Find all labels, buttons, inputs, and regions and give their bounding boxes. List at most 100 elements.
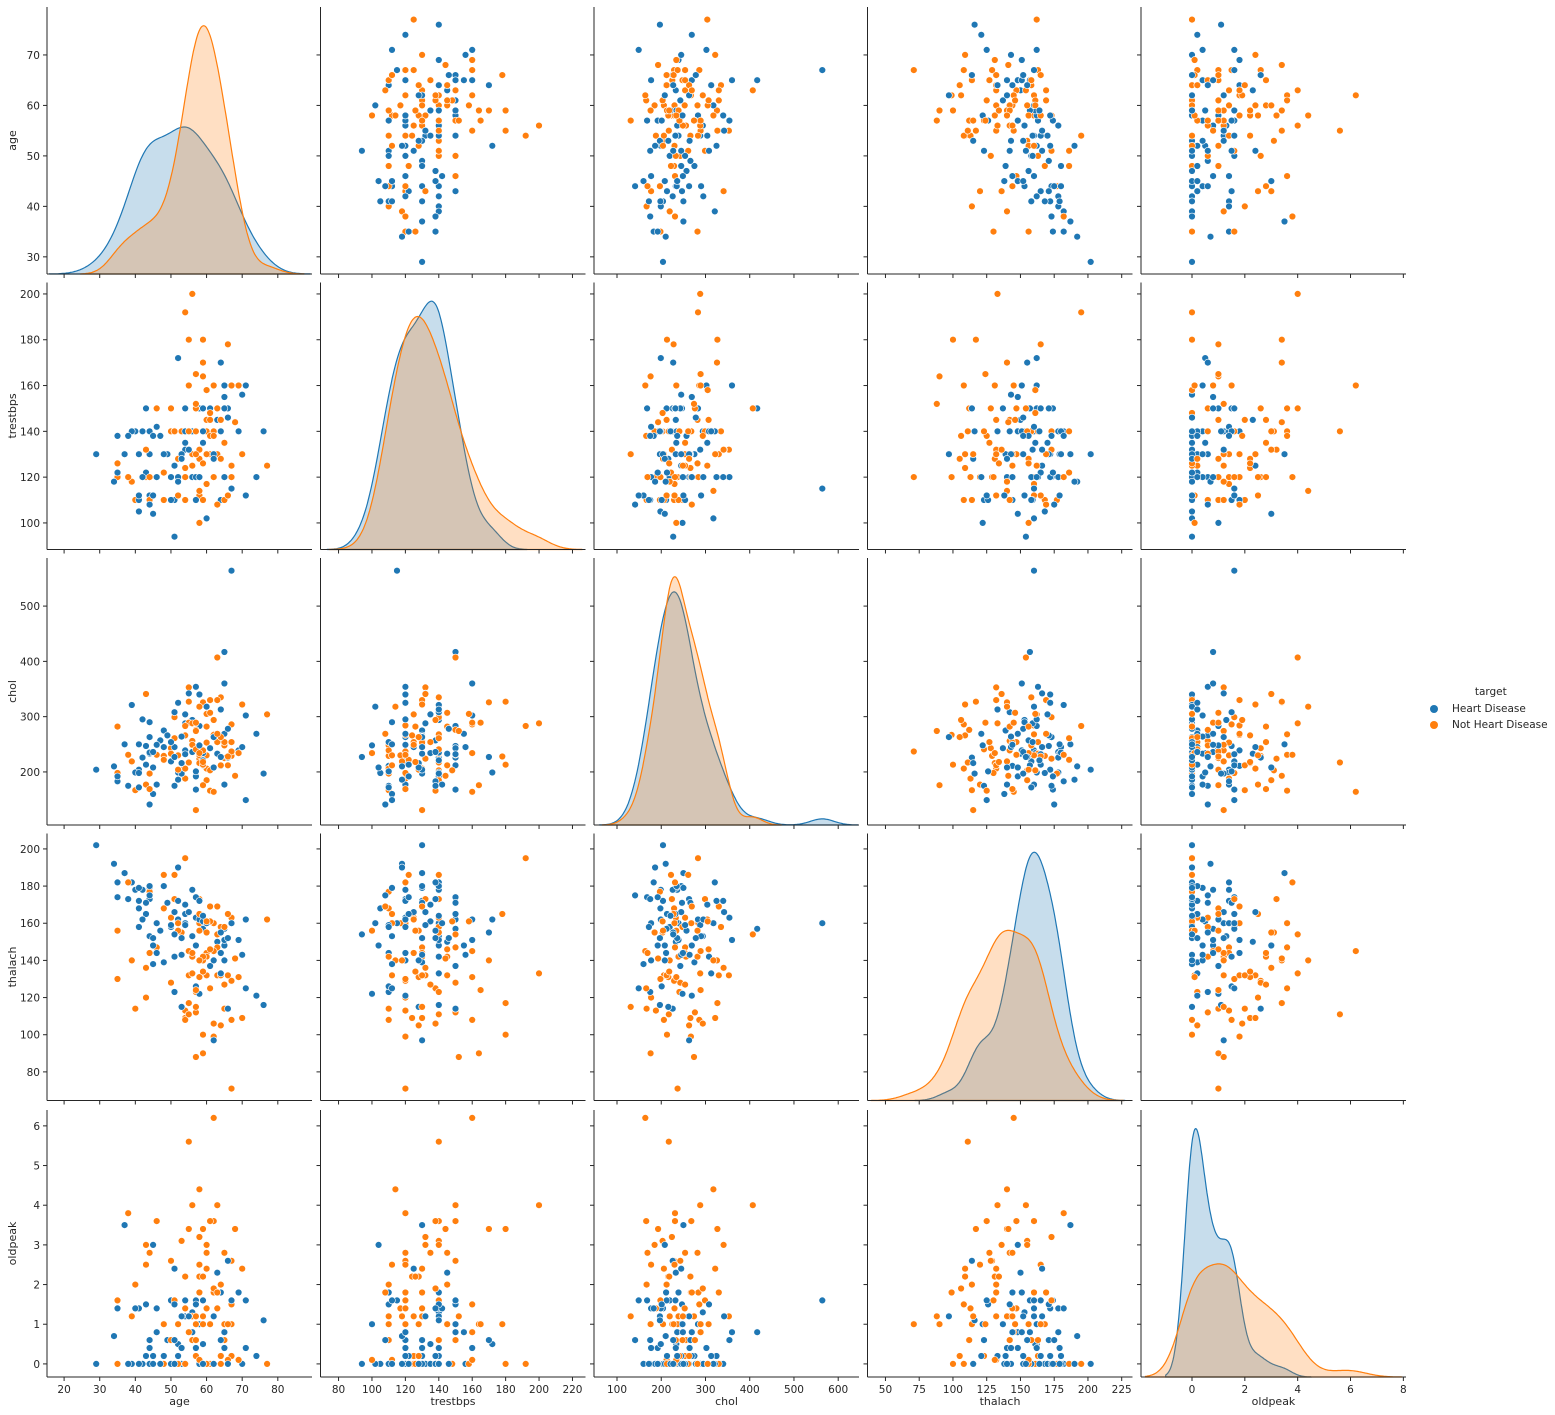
scatter-point: [142, 993, 150, 1002]
scatter-point: [670, 1260, 679, 1269]
scatter-point: [385, 152, 393, 160]
scatter-point: [1188, 478, 1196, 486]
scatter-point: [410, 66, 418, 74]
scatter-point: [1230, 796, 1239, 804]
scatter-point: [149, 748, 157, 756]
scatter-point: [687, 1217, 695, 1225]
scatter-point: [679, 473, 687, 481]
scatter-point: [110, 478, 118, 486]
scatter-point: [1209, 730, 1217, 738]
scatter-point: [711, 878, 719, 887]
scatter-point: [210, 1312, 218, 1321]
scatter-point: [1251, 450, 1260, 458]
scatter-point: [645, 197, 653, 206]
scatter-point: [401, 1344, 410, 1352]
scatter-point: [431, 1304, 440, 1313]
scatter-point: [972, 126, 980, 135]
scatter-point: [665, 1010, 673, 1018]
scatter-point: [646, 1049, 655, 1058]
scatter-point: [398, 863, 406, 872]
scatter-point: [685, 1021, 693, 1030]
scatter-point: [455, 116, 463, 125]
scatter-point: [1003, 478, 1011, 486]
scatter-point: [1204, 899, 1212, 907]
scatter-point: [669, 358, 677, 367]
scatter-point: [393, 66, 401, 74]
scatter-point: [688, 941, 696, 950]
scatter-point: [385, 132, 393, 140]
scatter-point: [1278, 772, 1286, 780]
scatter-point: [431, 878, 440, 887]
x-tick-label: 6: [1347, 1384, 1354, 1396]
scatter-point: [1066, 450, 1075, 458]
scatter-point: [712, 142, 721, 150]
scatter-point: [910, 747, 918, 756]
scatter-point: [646, 372, 655, 381]
x-tick-label: 200: [651, 1384, 671, 1396]
scatter-point: [645, 923, 653, 931]
x-axis-label: thalach: [980, 1395, 1021, 1408]
scatter-point: [468, 936, 476, 944]
scatter-point: [669, 147, 677, 155]
scatter-point: [753, 76, 761, 84]
scatter-point: [991, 749, 999, 757]
panel-age-vs-thalach: [863, 7, 1133, 278]
scatter-point: [1206, 233, 1215, 241]
scatter-point: [213, 1288, 222, 1297]
scatter-point: [468, 1328, 476, 1336]
scatter-point: [949, 1360, 957, 1368]
scatter-point: [1204, 427, 1212, 435]
scatter-point: [970, 769, 979, 778]
scatter-point: [1209, 886, 1217, 894]
scatter-point: [685, 137, 694, 145]
scatter-point: [224, 971, 232, 979]
scatter-point: [1267, 763, 1276, 772]
scatter-point: [145, 891, 154, 900]
scatter-point: [1227, 187, 1236, 195]
scatter-point: [631, 500, 639, 509]
scatter-point: [969, 450, 977, 458]
scatter-point: [1041, 162, 1049, 170]
scatter-point: [252, 730, 261, 738]
scatter-point: [693, 227, 702, 236]
scatter-point: [426, 900, 435, 909]
scatter-point: [1267, 690, 1276, 698]
scatter-point: [418, 700, 426, 709]
scatter-point: [1050, 500, 1058, 509]
scatter-point: [142, 1241, 150, 1249]
scatter-point: [401, 111, 410, 120]
scatter-point: [685, 182, 693, 190]
scatter-point: [699, 91, 707, 100]
scatter-point: [1041, 507, 1049, 516]
scatter-point: [259, 427, 268, 435]
scatter-point: [1012, 404, 1021, 413]
scatter-point: [431, 1217, 440, 1225]
scatter-point: [188, 886, 197, 894]
scatter-point: [1065, 427, 1073, 435]
scatter-point: [385, 106, 393, 115]
x-tick-label: 100: [607, 1384, 627, 1396]
scatter-point: [371, 702, 379, 711]
scatter-point: [181, 439, 189, 447]
scatter-point: [1293, 290, 1302, 298]
scatter-point: [1209, 381, 1217, 390]
scatter-point: [647, 1344, 655, 1352]
scatter-point: [1086, 765, 1095, 774]
scatter-point: [668, 192, 677, 201]
scatter-point: [401, 730, 410, 738]
scatter-point: [949, 336, 957, 344]
scatter-point: [1188, 753, 1196, 761]
scatter-point: [199, 496, 207, 504]
scatter-point: [206, 696, 214, 704]
scatter-point: [995, 758, 1003, 766]
scatter-point: [661, 455, 669, 463]
scatter-point: [1008, 1288, 1017, 1297]
scatter-point: [719, 1241, 728, 1249]
scatter-point: [982, 491, 991, 500]
scatter-point: [220, 956, 229, 965]
scatter-point: [401, 91, 410, 100]
scatter-point: [719, 473, 727, 481]
scatter-point: [113, 468, 122, 477]
scatter-point: [1209, 741, 1217, 749]
scatter-point: [980, 147, 988, 155]
